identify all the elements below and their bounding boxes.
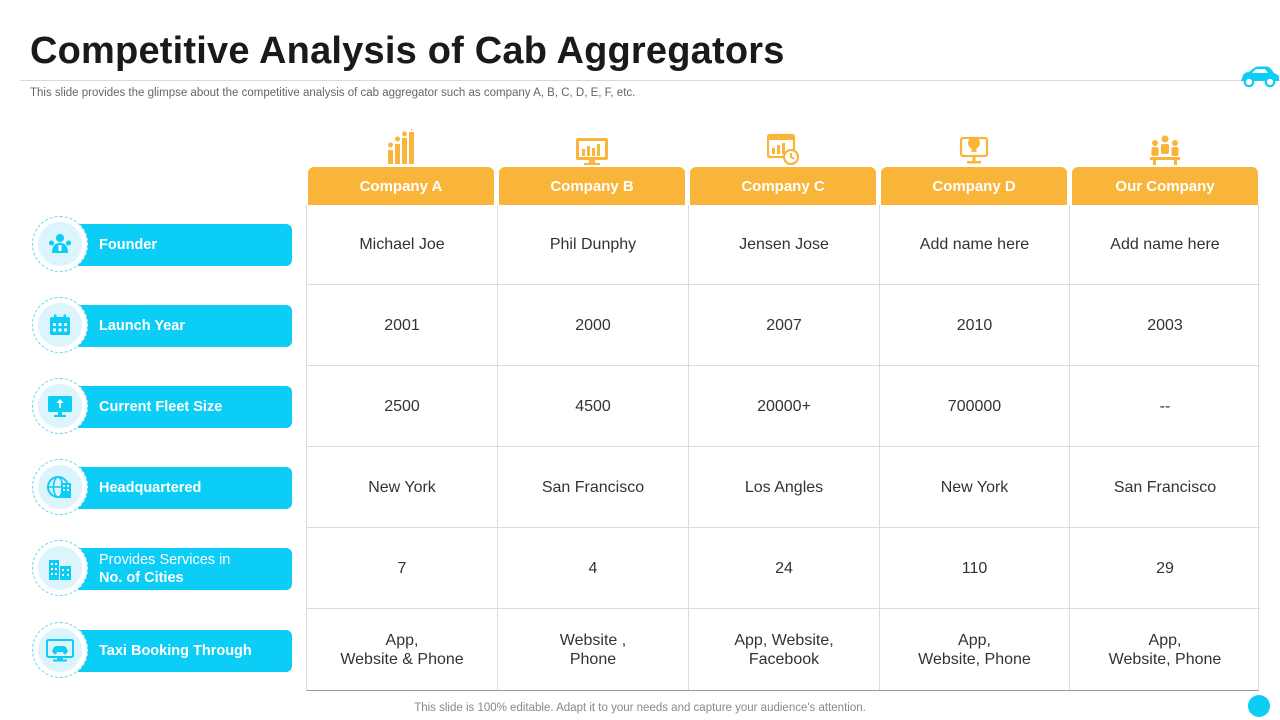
- idea-board-icon: [954, 127, 994, 165]
- table-cell: App, Website, Phone: [1108, 631, 1222, 668]
- monitor-upload-icon: [48, 396, 72, 417]
- table-cell: 7: [307, 528, 498, 609]
- row-label-text: Founder: [99, 237, 157, 253]
- table-cell: 110: [880, 528, 1070, 609]
- globe-building-icon: [47, 476, 71, 498]
- slide-title: Competitive Analysis of Cab Aggregators: [30, 30, 785, 72]
- table-cell: New York: [307, 447, 498, 528]
- row-label-launch-year: Launch Year: [58, 305, 292, 347]
- row-label-current-fleet-size: Current Fleet Size: [58, 386, 292, 428]
- row-label-text-top: Provides Services in: [99, 552, 231, 568]
- row-label-text: Headquartered: [99, 480, 202, 496]
- calendar-icon: [50, 314, 70, 335]
- row-badge: [32, 216, 88, 272]
- table-cell: Add name here: [1070, 205, 1260, 285]
- row-badge: [32, 297, 88, 353]
- column-header-company-c: Company C: [690, 167, 876, 205]
- comparison-table: Michael Joe Phil Dunphy Jensen Jose Add nam…: [306, 205, 1260, 691]
- table-cell: New York: [880, 447, 1070, 528]
- city-icon: [49, 560, 71, 580]
- table-cell: 2000: [498, 285, 689, 366]
- row-badge: [32, 378, 88, 434]
- table-cell: 24: [689, 528, 880, 609]
- row-badge: [32, 540, 88, 596]
- decorative-dot: [1248, 695, 1270, 717]
- row-label-text: Taxi Booking Through: [99, 643, 252, 659]
- row-label-founder: Founder: [58, 224, 292, 266]
- row-label-cities: Provides Services in No. of Cities: [58, 548, 292, 590]
- founder-icon: [49, 234, 71, 253]
- slide-subtitle: This slide provides the glimpse about th…: [30, 87, 636, 99]
- table-cell: San Francisco: [498, 447, 689, 528]
- table-cell: San Francisco: [1070, 447, 1260, 528]
- bar-chart-icon: [381, 127, 421, 165]
- column-header-company-d: Company D: [881, 167, 1067, 205]
- table-cell: Jensen Jose: [689, 205, 880, 285]
- table-cell: 4: [498, 528, 689, 609]
- row-badge: [32, 622, 88, 678]
- table-cell: 2003: [1070, 285, 1260, 366]
- table-cell: Add name here: [880, 205, 1070, 285]
- row-label-taxi-booking-through: Taxi Booking Through: [58, 630, 292, 672]
- table-cell: 29: [1070, 528, 1260, 609]
- table-cell: App, Website & Phone: [307, 609, 498, 690]
- table-cell: 4500: [498, 366, 689, 447]
- column-header-company-b: Company B: [499, 167, 685, 205]
- table-cell: Phil Dunphy: [498, 205, 689, 285]
- table-cell: 2010: [880, 285, 1070, 366]
- team-icon: [1145, 127, 1185, 165]
- table-cell: 700000: [880, 366, 1070, 447]
- browser-clock-icon: [763, 127, 803, 165]
- row-badge: [32, 459, 88, 515]
- car-icon: [1241, 66, 1279, 88]
- row-label-headquartered: Headquartered: [58, 467, 292, 509]
- title-divider: [20, 80, 1280, 81]
- table-cell: --: [1070, 366, 1260, 447]
- row-label-text: Launch Year: [99, 318, 185, 334]
- row-label-text: No. of Cities: [99, 570, 184, 586]
- table-cell: Website , Phone: [498, 609, 689, 690]
- table-cell: 2001: [307, 285, 498, 366]
- table-cell: Los Angles: [689, 447, 880, 528]
- table-cell: App, Website, Facebook: [689, 609, 880, 690]
- slide-footer: This slide is 100% editable. Adapt it to…: [414, 702, 866, 714]
- table-cell: Michael Joe: [307, 205, 498, 285]
- column-header-our-company: Our Company: [1072, 167, 1258, 205]
- table-cell: 2007: [689, 285, 880, 366]
- table-cell: App, Website, Phone: [880, 609, 1070, 690]
- row-label-text: Current Fleet Size: [99, 399, 223, 415]
- taxi-screen-icon: [46, 639, 74, 662]
- column-header-company-a: Company A: [308, 167, 494, 205]
- table-cell: 20000+: [689, 366, 880, 447]
- table-cell: 2500: [307, 366, 498, 447]
- monitor-chart-icon: [572, 127, 612, 165]
